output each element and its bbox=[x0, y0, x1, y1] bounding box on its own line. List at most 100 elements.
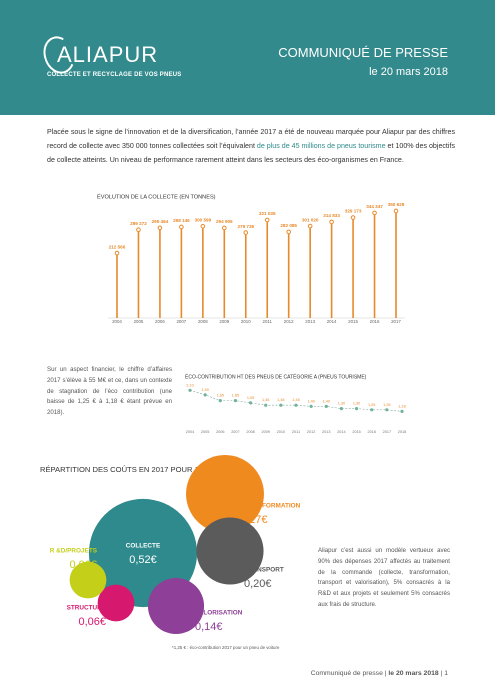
x-tick-label: 2010 bbox=[241, 319, 251, 324]
press-title: COMMUNIQUÉ DE PRESSE bbox=[278, 45, 448, 60]
x-tick-label: 2007 bbox=[231, 430, 239, 434]
value-label: 298 146 bbox=[173, 218, 190, 223]
point bbox=[294, 403, 298, 407]
bubble-value: 0,20€ bbox=[244, 578, 272, 590]
footer-page: | 1 bbox=[438, 670, 448, 677]
x-tick-label: 2009 bbox=[219, 319, 229, 324]
x-tick-label: 2006 bbox=[216, 430, 224, 434]
bubble-value: 0,52€ bbox=[129, 554, 157, 566]
x-tick-label: 2015 bbox=[352, 430, 360, 434]
point bbox=[188, 388, 192, 392]
trend-line bbox=[189, 390, 403, 412]
intro-text: Placée sous le signe de l’innovation et … bbox=[47, 128, 455, 150]
value-label: 1,45 bbox=[262, 398, 269, 402]
x-tick-label: 2014 bbox=[327, 319, 337, 324]
bubble-label: COLLECTE bbox=[126, 543, 161, 550]
chart-title: RÉPARTITION DES COÛTS EN 2017 POUR 1,25 … bbox=[40, 465, 219, 474]
value-label: 329 173 bbox=[345, 209, 362, 214]
x-tick-label: 2005 bbox=[201, 430, 209, 434]
bubble bbox=[147, 577, 205, 635]
value-label: 321 035 bbox=[259, 211, 276, 216]
point bbox=[324, 404, 328, 408]
dot bbox=[350, 215, 356, 220]
point bbox=[385, 408, 389, 412]
point bbox=[279, 403, 283, 407]
value-label: 1,45 bbox=[292, 398, 299, 402]
point bbox=[309, 404, 313, 408]
point bbox=[233, 399, 238, 403]
value-label: 1,90 bbox=[201, 388, 208, 392]
value-label: 1,65 bbox=[232, 394, 239, 398]
x-tick-label: 2016 bbox=[367, 430, 375, 434]
dot bbox=[157, 225, 163, 231]
x-tick-label: 2008 bbox=[246, 430, 254, 434]
value-label: 295 464 bbox=[152, 219, 169, 224]
value-label: 1,40 bbox=[323, 399, 330, 403]
x-tick-label: 2005 bbox=[134, 319, 144, 324]
dot bbox=[393, 208, 399, 214]
point bbox=[248, 401, 253, 405]
bubble-label: TRANSFORMATION bbox=[240, 503, 301, 510]
finance-paragraph: Sur un aspect financier, le chiffre d’af… bbox=[47, 366, 172, 417]
point bbox=[400, 409, 404, 413]
dot bbox=[329, 219, 334, 225]
footer: Communiqué de presse | le 20 mars 2018 |… bbox=[311, 670, 448, 677]
dot bbox=[372, 210, 377, 216]
value-label: 1,25 bbox=[368, 403, 375, 407]
header-band: ALIAPUR COLLECTE ET RECYCLAGE DE VOS PNE… bbox=[0, 0, 495, 115]
bubble-label: R &D/PROJETS bbox=[50, 548, 98, 555]
value-label: 294 905 bbox=[216, 219, 233, 224]
value-label: 282 085 bbox=[280, 223, 297, 228]
value-label: 1,18 bbox=[398, 404, 405, 408]
value-label: 300 599 bbox=[195, 217, 212, 222]
structure-paragraph: Aliapur c’est aussi un modèle vertueux a… bbox=[318, 547, 450, 608]
x-tick-label: 2013 bbox=[322, 430, 330, 434]
x-tick-label: 2012 bbox=[307, 430, 315, 434]
dot bbox=[264, 217, 270, 223]
bubble-label: STRUCTURE bbox=[67, 605, 107, 612]
footer-date: le 20 mars 2018 bbox=[388, 670, 439, 677]
x-tick-label: 2018 bbox=[398, 430, 406, 434]
x-tick-label: 2014 bbox=[337, 430, 345, 434]
value-label: 2,10 bbox=[186, 383, 193, 387]
dot bbox=[243, 230, 249, 235]
point bbox=[218, 399, 222, 403]
bubble-value: 0,14€ bbox=[195, 621, 223, 633]
chart-title: ÉCO-CONTRIBUTION HT DES PNEUS DE CATÉGOR… bbox=[185, 373, 367, 380]
x-tick-label: 2009 bbox=[261, 430, 269, 434]
point bbox=[370, 408, 374, 412]
value-label: 212 566 bbox=[109, 244, 126, 249]
dot bbox=[222, 225, 227, 231]
x-tick-label: 2004 bbox=[186, 430, 194, 434]
chart-note: *1,25 € : éco-contribution 2017 pour un … bbox=[172, 645, 280, 650]
intro-highlight: de plus de 45 millions de pneus tourisme bbox=[256, 142, 386, 150]
x-tick-label: 2017 bbox=[383, 430, 391, 434]
value-label: 1,45 bbox=[277, 398, 284, 402]
point bbox=[354, 407, 359, 411]
point bbox=[339, 407, 344, 411]
tagline: COLLECTE ET RECYCLAGE DE VOS PNEUS bbox=[47, 72, 182, 78]
x-tick-label: 2011 bbox=[263, 319, 273, 324]
x-tick-label: 2004 bbox=[112, 319, 122, 324]
dot bbox=[200, 223, 206, 229]
bubble-value: 0,06€ bbox=[69, 559, 97, 571]
bubble bbox=[186, 455, 264, 533]
bubble bbox=[97, 584, 135, 622]
dot bbox=[136, 227, 141, 232]
value-label: 301 020 bbox=[302, 217, 319, 222]
value-label: 1,65 bbox=[217, 394, 224, 398]
value-label: 1,30 bbox=[338, 402, 345, 406]
x-tick-label: 2016 bbox=[370, 319, 380, 324]
point bbox=[203, 393, 207, 397]
value-label: 1,25 bbox=[383, 403, 390, 407]
logo: ALIAPUR bbox=[57, 42, 159, 67]
x-tick-label: 2011 bbox=[292, 430, 300, 434]
value-label: 279 736 bbox=[237, 224, 254, 229]
chart-title: ÉVOLUTION DE LA COLLECTE (EN TONNES) bbox=[97, 193, 216, 200]
point bbox=[264, 403, 268, 407]
value-label: 314 833 bbox=[323, 213, 340, 218]
x-tick-label: 2007 bbox=[176, 319, 186, 324]
value-label: 1,40 bbox=[307, 399, 314, 403]
x-tick-label: 2006 bbox=[155, 319, 165, 324]
value-label: 1,55 bbox=[247, 396, 254, 400]
